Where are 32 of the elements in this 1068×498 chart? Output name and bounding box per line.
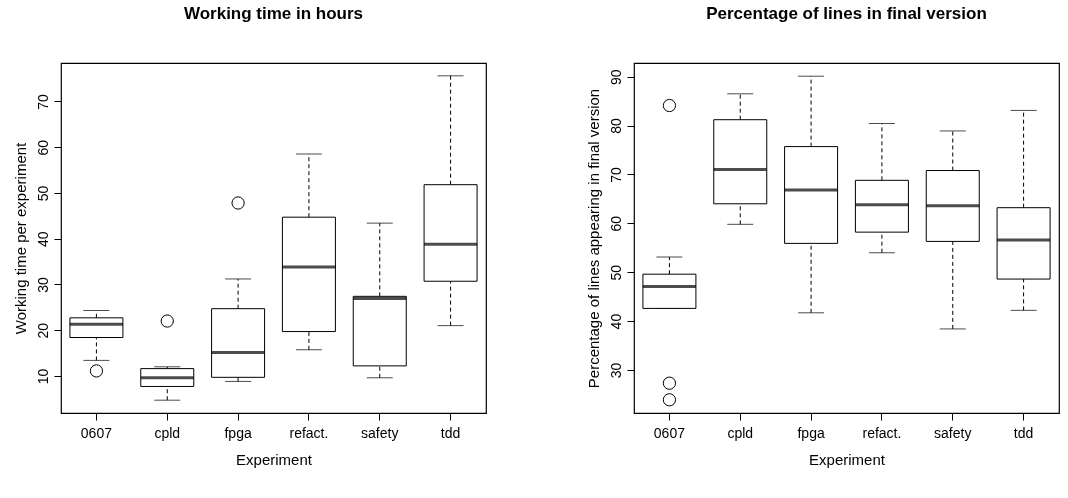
y-tick-label: 30 — [34, 276, 51, 293]
x-tick-label: refact. — [289, 424, 329, 441]
y-axis-title: Working time per experiment — [11, 141, 29, 335]
x-tick-label: tdd — [1013, 424, 1034, 441]
y-tick-label: 40 — [607, 313, 624, 330]
y-tick-label: 60 — [607, 215, 624, 232]
x-tick-label: 0607 — [80, 424, 113, 441]
y-axis-title: Percentage of lines appearing in final version — [584, 88, 602, 389]
y-tick-label: 90 — [607, 69, 624, 85]
chart-title: Percentage of lines in final version — [706, 4, 987, 23]
y-tick-label: 50 — [607, 264, 624, 281]
x-tick-label: 0607 — [653, 424, 686, 441]
x-tick-label: fpga — [224, 424, 252, 441]
y-tick-label: 10 — [34, 368, 51, 385]
y-tick-label: 80 — [607, 118, 624, 134]
x-tick-label: cpld — [727, 424, 754, 441]
y-tick-label: 70 — [607, 166, 624, 183]
x-tick-label: safety — [361, 424, 399, 441]
x-tick-label: safety — [934, 424, 972, 441]
x-tick-label: fpga — [797, 424, 825, 441]
chart-title: Working time in hours — [183, 4, 364, 23]
x-axis-title: Experiment — [809, 450, 886, 468]
y-tick-label: 20 — [34, 322, 51, 339]
x-tick-label: refact. — [862, 424, 902, 441]
x-tick-label: cpld — [154, 424, 181, 441]
y-tick-label: 50 — [34, 185, 51, 202]
y-tick-label: 70 — [34, 93, 51, 110]
y-tick-label: 60 — [34, 139, 51, 156]
y-tick-label: 40 — [34, 231, 51, 247]
x-tick-label: tdd — [440, 424, 461, 441]
y-tick-label: 30 — [607, 362, 624, 379]
x-axis-title: Experiment — [236, 450, 313, 468]
